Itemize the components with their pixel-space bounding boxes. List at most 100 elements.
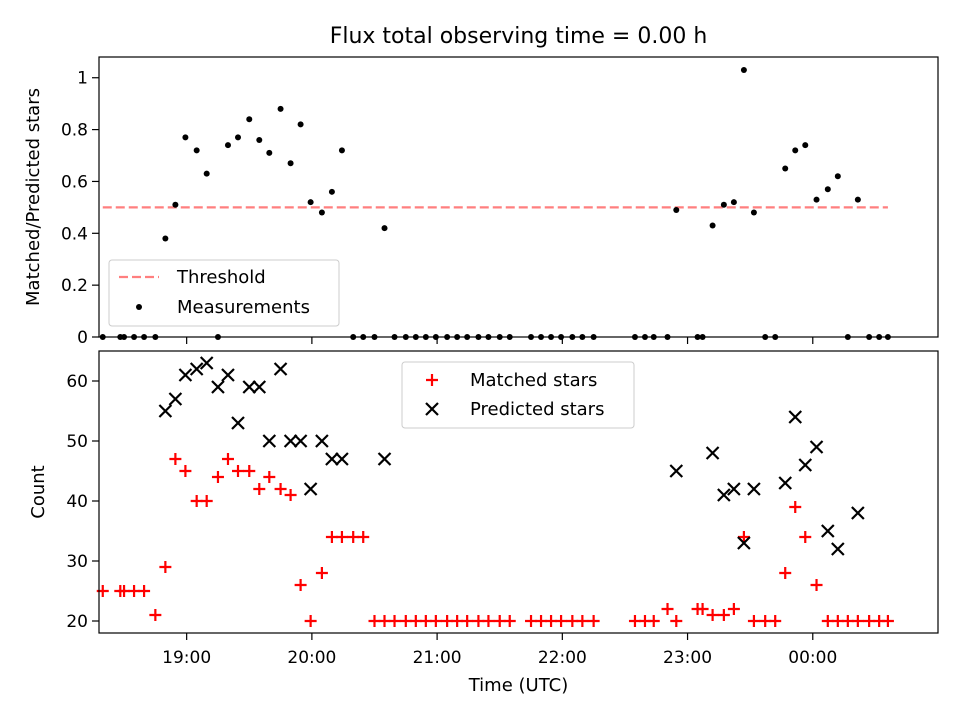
- bottom-y-tick-label: 50: [66, 432, 88, 452]
- matched-stars-point: [821, 615, 834, 627]
- predicted-stars-point: [325, 452, 339, 466]
- legend-predicted-swatch: [425, 402, 439, 416]
- x-tick-label: 00:00: [788, 648, 837, 668]
- matched-stars-point: [851, 615, 864, 627]
- x-tick-label: 20:00: [287, 648, 336, 668]
- matched-stars-point: [555, 615, 568, 627]
- matched-stars-point: [347, 531, 360, 543]
- matched-stars-point: [118, 585, 131, 597]
- matched-stars-point: [221, 453, 234, 465]
- measurement-point: [824, 186, 831, 193]
- top-y-tick-label: 0.4: [61, 224, 88, 244]
- measurement-point: [234, 134, 241, 141]
- predicted-stars-point: [168, 392, 183, 406]
- matched-stars-point: [169, 453, 182, 465]
- matched-stars-point: [535, 615, 548, 627]
- matched-stars-point: [284, 489, 297, 501]
- measurement-point: [277, 105, 284, 112]
- matched-stars-point: [737, 531, 750, 543]
- measurement-point: [172, 201, 179, 208]
- measurement-point: [193, 147, 200, 154]
- legend-measurements-label: Measurements: [177, 297, 310, 318]
- top-y-tick-label: 0.6: [61, 172, 88, 192]
- predicted-stars-point: [705, 446, 720, 460]
- bottom-y-tick-label: 30: [66, 552, 88, 572]
- matched-stars-point: [200, 495, 213, 507]
- top-y-tick-label: 0.8: [61, 121, 88, 141]
- top-axes-frame: [98, 56, 939, 338]
- measurement-point: [246, 116, 253, 123]
- predicted-stars-point: [262, 434, 277, 448]
- top-y-tick-label: 1: [77, 69, 88, 89]
- measurement-point: [730, 199, 737, 206]
- matched-stars-point: [419, 615, 432, 627]
- bottom-series-matched-stars: [96, 453, 894, 627]
- bottom-panel: 20 30 40 50 60 19:00 20:00 21:00 22:00 23:00 00:00…: [66, 350, 939, 668]
- matched-stars-point: [461, 615, 474, 627]
- predicted-stars-point: [335, 452, 349, 466]
- predicted-stars-point: [831, 542, 845, 556]
- predicted-stars-point: [778, 476, 793, 490]
- measurement-point: [162, 235, 169, 242]
- matched-stars-point: [315, 567, 328, 579]
- legend-matched-label: Matched stars: [470, 370, 597, 391]
- matched-stars-point: [231, 465, 244, 477]
- matched-stars-point: [253, 483, 266, 495]
- predicted-stars-point: [283, 434, 298, 448]
- legend-predicted-label: Predicted stars: [470, 399, 604, 420]
- top-y-axis-label: Matched/Predicted stars: [23, 88, 44, 306]
- matched-stars-point: [190, 495, 203, 507]
- measurement-point: [834, 173, 841, 180]
- measurement-point: [720, 201, 727, 208]
- matched-stars-point: [388, 615, 401, 627]
- measurement-point: [256, 136, 263, 143]
- matched-stars-point: [493, 615, 506, 627]
- matched-stars-point: [717, 609, 730, 621]
- measurement-point: [673, 206, 680, 213]
- predicted-stars-point: [211, 380, 225, 394]
- matched-stars-point: [274, 483, 287, 495]
- measurement-point: [813, 196, 820, 203]
- predicted-stars-point: [221, 368, 235, 382]
- matched-stars-point: [747, 615, 760, 627]
- measurement-point: [328, 188, 335, 195]
- predicted-stars-point: [178, 368, 193, 382]
- matched-stars-point: [779, 567, 792, 579]
- measurement-point: [709, 222, 716, 229]
- predicted-stars-point: [315, 434, 329, 448]
- matched-stars-point: [566, 615, 579, 627]
- bottom-y-tick-label: 40: [66, 492, 88, 512]
- measurement-point: [318, 209, 325, 216]
- predicted-stars-point: [737, 536, 751, 550]
- predicted-stars-point: [377, 452, 392, 466]
- predicted-stars-point: [727, 482, 741, 496]
- x-tick-label: 22:00: [538, 648, 587, 668]
- matched-stars-point: [243, 465, 256, 477]
- predicted-stars-point: [158, 404, 173, 418]
- measurement-point: [740, 66, 747, 73]
- x-tick-label: 21:00: [413, 648, 462, 668]
- matched-stars-point: [670, 615, 683, 627]
- matched-stars-point: [810, 579, 823, 591]
- predicted-stars-point: [788, 410, 803, 424]
- x-tick-label: 19:00: [162, 648, 211, 668]
- matched-stars-point: [399, 615, 412, 627]
- predicted-stars-point: [798, 458, 813, 472]
- matched-stars-point: [759, 615, 772, 627]
- measurement-point: [203, 170, 210, 177]
- measurement-point: [287, 160, 294, 167]
- predicted-stars-point: [242, 380, 257, 394]
- bottom-y-tick-label: 60: [66, 372, 88, 392]
- matched-stars-point: [587, 615, 600, 627]
- matched-stars-point: [294, 579, 307, 591]
- bottom-series-predicted-stars: [158, 356, 865, 556]
- matched-stars-point: [335, 531, 348, 543]
- matched-stars-point: [696, 603, 709, 615]
- matched-stars-point: [409, 615, 422, 627]
- matched-stars-point: [378, 615, 391, 627]
- matched-stars-point: [831, 615, 844, 627]
- matched-stars-point: [179, 465, 192, 477]
- matched-stars-point: [863, 615, 876, 627]
- top-legend: [108, 259, 340, 327]
- legend-threshold-label: Threshold: [176, 267, 266, 288]
